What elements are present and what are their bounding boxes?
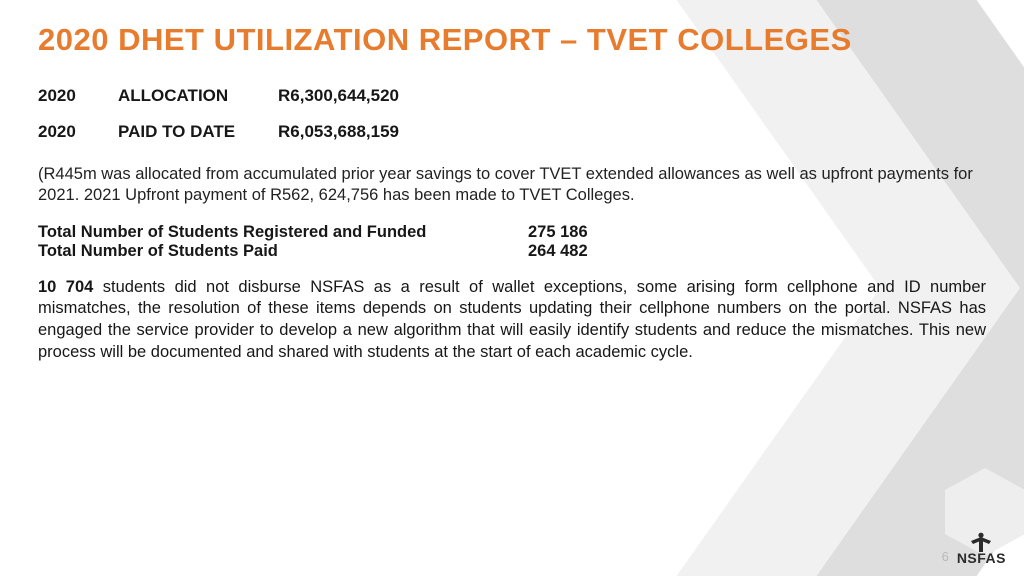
stats-value: 275 186 (528, 223, 588, 242)
allocation-table: 2020 ALLOCATION R6,300,644,520 2020 PAID… (38, 86, 986, 142)
stats-block: Total Number of Students Registered and … (38, 223, 986, 261)
stats-label: Total Number of Students Paid (38, 242, 528, 261)
allocation-label: PAID TO DATE (118, 122, 278, 142)
allocation-label: ALLOCATION (118, 86, 278, 106)
allocation-value: R6,053,688,159 (278, 122, 399, 142)
stats-row: Total Number of Students Registered and … (38, 223, 986, 242)
page-title: 2020 DHET UTILIZATION REPORT – TVET COLL… (38, 22, 986, 58)
allocation-value: R6,300,644,520 (278, 86, 399, 106)
allocation-row: 2020 ALLOCATION R6,300,644,520 (38, 86, 986, 106)
body-paragraph: 10 704 students did not disburse NSFAS a… (38, 277, 986, 364)
body-rest: students did not disburse NSFAS as a res… (38, 278, 986, 361)
allocation-year: 2020 (38, 86, 118, 106)
page-number: 6 (942, 549, 949, 564)
body-lead-bold: 10 704 (38, 278, 93, 296)
stats-row: Total Number of Students Paid 264 482 (38, 242, 986, 261)
note-paragraph: (R445m was allocated from accumulated pr… (38, 164, 986, 207)
nsfas-logo: NSFAS (957, 532, 1006, 566)
allocation-row: 2020 PAID TO DATE R6,053,688,159 (38, 122, 986, 142)
person-icon (968, 532, 994, 552)
allocation-year: 2020 (38, 122, 118, 142)
stats-label: Total Number of Students Registered and … (38, 223, 528, 242)
stats-value: 264 482 (528, 242, 588, 261)
logo-text: NSFAS (957, 550, 1006, 566)
